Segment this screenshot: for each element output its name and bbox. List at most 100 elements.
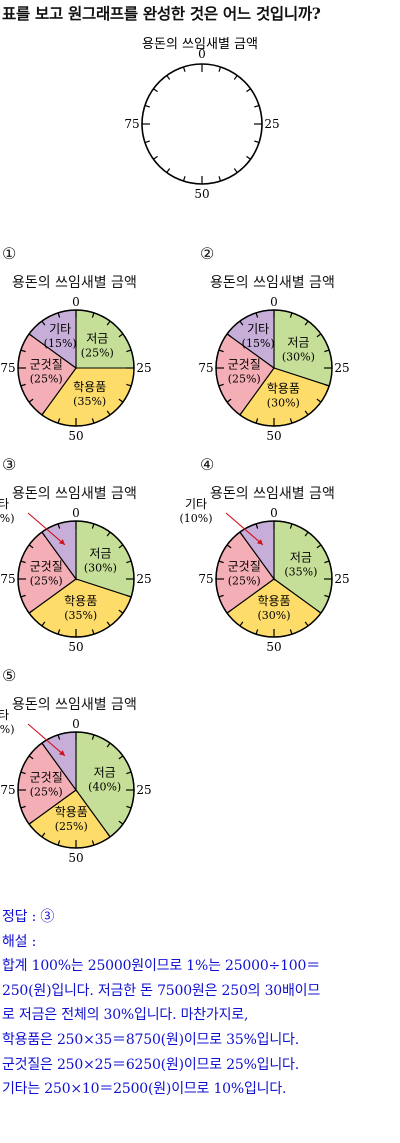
option-4[interactable]: ④ 용돈의 쓰임새별 금액 0 25 50 75 저금 (35%) 학용품 (30%) 군것질(… [179, 455, 400, 665]
tick-label-50: 50 [68, 429, 83, 443]
slice-label-2: 군것질 [30, 559, 63, 573]
tick-mark [57, 629, 61, 635]
slice-label-3: 기타 [185, 497, 207, 511]
slice-label-2: 군것질 [30, 358, 63, 372]
tick-mark [324, 383, 330, 387]
chart-title: 용돈의 쓰임새별 금액 [12, 275, 137, 291]
tick-label-75: 75 [0, 572, 15, 586]
tick-mark [118, 820, 124, 825]
callout-line [225, 512, 264, 546]
tick-mark [153, 155, 158, 160]
tick-mark [126, 560, 132, 564]
answer-line: 정답 : ③ [2, 909, 55, 925]
tick-label-50: 50 [266, 429, 281, 443]
tick-mark [41, 621, 46, 627]
tick-mark [91, 312, 95, 318]
tick-mark [218, 560, 224, 564]
callout-line [27, 723, 66, 757]
slice-label-0: 저금 [290, 550, 312, 564]
tick-mark [233, 168, 238, 173]
explanation-heading: 해설 : [2, 933, 37, 950]
tick-label-0: 0 [270, 295, 278, 309]
tick-mark [226, 609, 232, 614]
tick-mark [246, 155, 251, 160]
tick-mark [226, 398, 232, 403]
tick-mark [91, 523, 95, 529]
option-number: ⑤ [2, 666, 17, 685]
slice-label-3: 기타 [0, 708, 9, 722]
empty-chart-ticks [142, 64, 262, 184]
tick-mark [218, 176, 222, 182]
tick-mark [57, 734, 61, 740]
option-5[interactable]: ⑤ 용돈의 쓰임새별 금액 0 25 50 75 저금 (40%) 학용품 (25%) 군것질(… [0, 666, 202, 876]
tick-mark [57, 523, 61, 529]
callout-arrowhead [256, 539, 263, 545]
tick-mark [246, 88, 251, 93]
tick-mark [218, 349, 224, 353]
slice-pct-1: (30%) [267, 397, 300, 410]
slice-label-3: 기타 [247, 322, 269, 336]
pie-chart-option-4: 0 25 50 75 저금(35%) 학용품(30%) 군것질(25%) 기타(10%) [179, 497, 349, 654]
tick-mark [255, 418, 259, 424]
tick-mark [20, 805, 26, 809]
tick-mark [126, 805, 132, 809]
explanation-line: 기타는 250×10＝2500(원)이므로 10%입니다. [2, 1081, 287, 1098]
tick-mark [106, 531, 111, 537]
tick-label-25: 25 [136, 783, 151, 797]
tick-label-25: 25 [334, 361, 349, 375]
option-3[interactable]: ③ 용돈의 쓰임새별 금액 0 25 50 75 저금 (30%) 학용품 (35%) 군것질(… [0, 455, 202, 665]
tick-label-0: 0 [72, 506, 80, 520]
tick-mark [218, 594, 224, 598]
empty-pie-chart: 용돈의 쓰임새별 금액 0 25 50 75 [124, 37, 279, 201]
empty-tick-label-25: 25 [264, 117, 279, 131]
tick-mark [144, 140, 150, 144]
tick-label-25: 25 [136, 572, 151, 586]
tick-mark [239, 410, 244, 416]
tick-mark [106, 410, 111, 416]
tick-mark [118, 544, 124, 549]
slice-label-0: 저금 [287, 335, 309, 349]
chart-title: 용돈의 쓰임새별 금액 [12, 697, 137, 713]
tick-mark [316, 333, 322, 338]
option-1[interactable]: ① 용돈의 쓰임새별 금액 0 25 50 75 저금 (25%) 학용품 (35%) 군것질(… [0, 244, 202, 454]
tick-mark [218, 383, 224, 387]
tick-mark [182, 66, 186, 72]
empty-chart-title: 용돈의 쓰임새별 금액 [142, 37, 258, 52]
tick-label-75: 75 [0, 783, 15, 797]
tick-mark [126, 383, 132, 387]
tick-mark [166, 168, 171, 173]
tick-mark [324, 560, 330, 564]
tick-mark [254, 104, 260, 108]
slice-pct-0: (25%) [81, 347, 114, 360]
slice-label-2: 군것질 [228, 559, 261, 573]
tick-label-50: 50 [68, 851, 83, 865]
explanation-line: 로 저금은 전체의 30%입니다. 마찬가지로, [2, 1007, 249, 1024]
option-number: ① [2, 244, 17, 263]
chart-title: 용돈의 쓰임새별 금액 [210, 275, 335, 291]
tick-mark [239, 320, 244, 326]
tick-mark [289, 418, 293, 424]
tick-mark [41, 410, 46, 416]
option-number: ③ [2, 455, 17, 474]
slice-label-3: 기타 [0, 497, 9, 511]
tick-mark [28, 544, 34, 549]
empty-chart-circle [141, 63, 263, 185]
chart-title: 용돈의 쓰임새별 금액 [12, 486, 137, 502]
slice-pct-0: (30%) [84, 561, 117, 574]
tick-mark [20, 383, 26, 387]
tick-mark [304, 320, 309, 326]
tick-mark [126, 771, 132, 775]
option-2[interactable]: ② 용돈의 쓰임새별 금액 0 25 50 75 저금 (30%) 학용품 (30%) 군것질(… [198, 244, 400, 454]
tick-mark [255, 523, 259, 529]
tick-mark [289, 629, 293, 635]
slice-label-2: 군것질 [30, 770, 63, 784]
callout-line [27, 512, 66, 546]
tick-mark [304, 621, 309, 627]
explanation-line: 합계 100%는 25000원이므로 1%는 25000÷100＝ [2, 958, 320, 975]
tick-label-75: 75 [198, 361, 213, 375]
slice-pct-2: (25%) [30, 785, 63, 798]
tick-mark [57, 312, 61, 318]
tick-mark [324, 594, 330, 598]
